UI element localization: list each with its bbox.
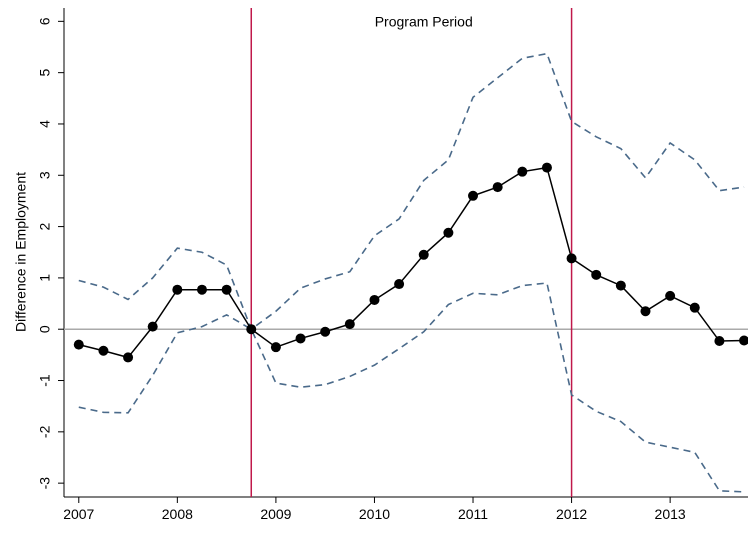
point xyxy=(739,335,748,346)
annotation: Program Period xyxy=(375,13,473,29)
point xyxy=(344,319,355,330)
y-tick-label: 3 xyxy=(37,171,53,179)
y-tick-label: 0 xyxy=(37,325,53,333)
point xyxy=(418,249,429,260)
y-tick-label: 4 xyxy=(37,120,53,128)
y-tick-label: 1 xyxy=(37,274,53,282)
point xyxy=(98,345,109,356)
y-tick-label: 6 xyxy=(37,17,53,25)
point xyxy=(689,302,700,313)
x-tick-label: 2013 xyxy=(655,506,686,522)
point xyxy=(172,284,183,295)
y-tick-label: 2 xyxy=(37,222,53,230)
x-tick-label: 2012 xyxy=(556,506,587,522)
point xyxy=(147,321,158,332)
y-tick-label: -2 xyxy=(37,425,53,438)
point xyxy=(443,227,454,238)
y-tick-label: 5 xyxy=(37,69,53,77)
x-tick-label: 2008 xyxy=(162,506,193,522)
point xyxy=(591,269,602,280)
y-tick-label: -1 xyxy=(37,374,53,387)
point xyxy=(665,290,676,301)
point xyxy=(394,279,405,290)
point xyxy=(369,294,380,305)
point xyxy=(517,166,528,177)
x-tick-label: 2010 xyxy=(359,506,390,522)
x-tick-label: 2011 xyxy=(458,506,488,522)
x-tick-label: 2009 xyxy=(260,506,291,522)
point xyxy=(468,190,479,201)
series-line xyxy=(78,166,745,359)
point xyxy=(615,280,626,291)
point xyxy=(320,326,331,337)
point xyxy=(640,306,651,317)
point xyxy=(566,253,577,264)
y-tick-label: -3 xyxy=(37,477,53,490)
point xyxy=(541,162,552,173)
point xyxy=(246,324,257,335)
point xyxy=(123,352,134,363)
point xyxy=(714,336,725,347)
point xyxy=(492,182,503,193)
series-line xyxy=(78,52,745,331)
point xyxy=(73,339,84,350)
x-tick-label: 2007 xyxy=(63,506,94,522)
y-axis-label: Difference in Employment xyxy=(13,172,29,332)
point xyxy=(295,333,306,344)
point xyxy=(221,284,232,295)
series-line xyxy=(78,282,745,493)
point xyxy=(196,284,207,295)
point xyxy=(270,342,281,353)
